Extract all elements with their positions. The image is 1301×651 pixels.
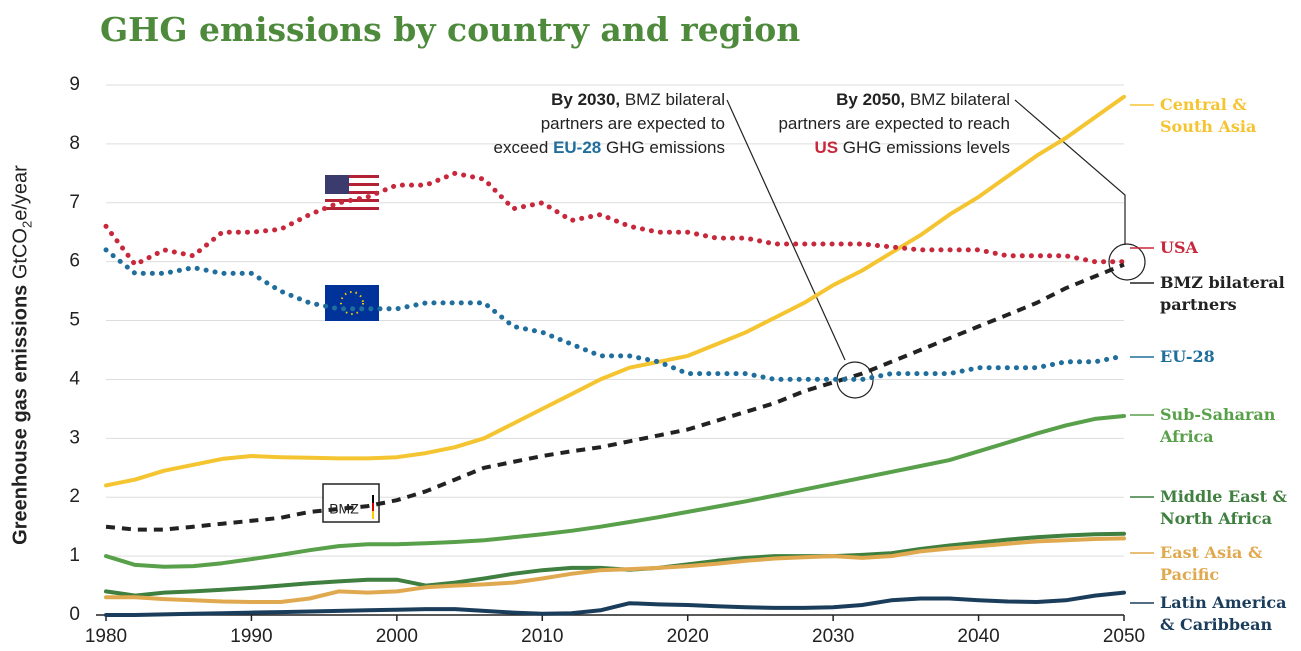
ann-text: BMZ bilateral partners are expected to e… [493, 90, 725, 157]
y-tick-label: 0 [69, 604, 80, 625]
y-tick-label: 9 [69, 74, 80, 95]
logo-text: BMZ [329, 501, 359, 517]
y-tick-label: 7 [69, 192, 80, 213]
series-label: USA [1160, 238, 1198, 257]
series-label: BMZ bilateral partners [1160, 273, 1285, 314]
y-axis-label: Greenhouse gas emissions GtCO2e/year [10, 165, 35, 545]
bmz-logo: BMZ [322, 483, 380, 523]
y-tick-label: 1 [69, 545, 80, 566]
y-label-sub: 2 [19, 220, 35, 229]
ann-text: GHG emissions [601, 138, 725, 157]
series-line [104, 590, 1126, 617]
x-tick-label: 2030 [812, 626, 854, 647]
series-line [104, 536, 1126, 604]
series-label: Middle East & North Africa [1160, 487, 1287, 528]
chart-title: GHG emissions by country and region [100, 10, 801, 49]
ann-key: US [814, 138, 839, 157]
x-tick-label: 2010 [521, 626, 563, 647]
series-label: Central & South Asia [1160, 95, 1257, 136]
ann-bold: By 2030, [551, 90, 621, 109]
y-tick-label: 3 [69, 427, 80, 448]
series-line [104, 94, 1126, 488]
eu-flag [325, 285, 379, 321]
series-line [105, 262, 1125, 532]
ann-bold: By 2050, [836, 90, 906, 109]
annotation-leaders [726, 99, 1146, 399]
series-lines [103, 94, 1127, 617]
series-label: Latin America & Caribbean [1160, 593, 1287, 634]
x-tick-label: 2040 [957, 626, 999, 647]
x-tick-label: 2020 [667, 626, 709, 647]
series-label: East Asia & Pacific [1160, 543, 1263, 584]
ann-text: BMZ bilateral partners are expected to r… [778, 90, 1010, 133]
y-tick-label: 5 [69, 310, 80, 331]
series-line [104, 414, 1126, 569]
ann-text: GHG emissions levels [838, 138, 1010, 157]
series-line [104, 531, 1126, 598]
x-tick-label: 2000 [376, 626, 418, 647]
series-line [103, 247, 1127, 382]
y-tick-label: 8 [69, 133, 80, 154]
annotation: By 2030, BMZ bilateral partners are expe… [493, 88, 725, 160]
y-label-unit: GtCO [9, 228, 32, 280]
x-tick-label: 1980 [85, 626, 127, 647]
y-tick-label: 6 [69, 251, 80, 272]
y-tick-label: 2 [69, 486, 80, 507]
y-label-main: Greenhouse gas emissions [9, 284, 32, 545]
y-tick-label: 4 [69, 368, 80, 389]
x-tick-label: 2050 [1103, 626, 1145, 647]
y-label-unit: e/year [9, 165, 32, 221]
annotation: By 2050, BMZ bilateral partners are expe… [778, 88, 1010, 160]
series-label: Sub-Saharan Africa [1160, 405, 1276, 446]
ann-key: EU-28 [553, 138, 602, 157]
x-tick-label: 1990 [230, 626, 272, 647]
series-line [103, 170, 1127, 268]
series-label: EU-28 [1160, 347, 1215, 366]
